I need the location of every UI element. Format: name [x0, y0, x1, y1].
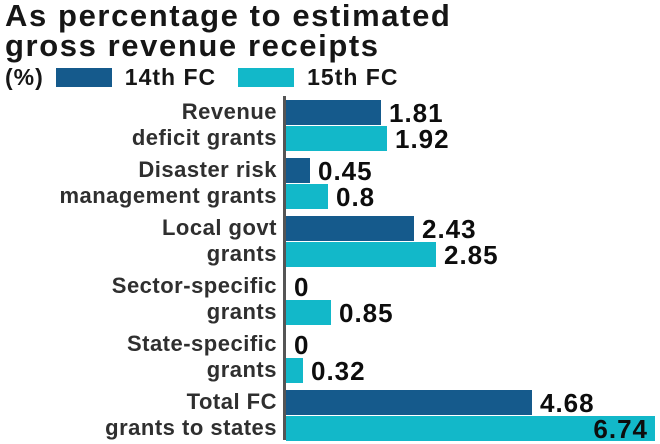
value-label: 2.85 [444, 240, 499, 270]
value-label: 4.68 [540, 388, 595, 418]
category-label: Total FC grants to states [105, 389, 277, 441]
legend-label-15th-fc: 15th FC [307, 63, 399, 90]
baseline-axis [283, 96, 286, 440]
unit-label: (%) [5, 63, 44, 90]
category-label-line: deficit grants [131, 125, 277, 150]
value-label: 6.74 [593, 414, 648, 444]
legend-swatch-14th-fc [55, 67, 112, 87]
value-label: 2.43 [422, 214, 477, 244]
category-label-line: grants [206, 241, 277, 266]
bar-15th-fc [286, 300, 331, 325]
value-label: 1.81 [389, 98, 444, 128]
value-label: 0.45 [318, 156, 373, 186]
value-label: 1.92 [395, 124, 450, 154]
category-label-line: management grants [59, 183, 277, 208]
legend-label-14th-fc: 14th FC [124, 63, 217, 90]
category-label-line: Revenue [181, 99, 277, 124]
category-label-line: State-specific [126, 331, 277, 356]
category-label: Local govt grants [162, 215, 277, 267]
category-label-line: Disaster risk [138, 157, 277, 182]
category-label-line: Total FC [186, 389, 277, 414]
category-label: Revenue deficit grants [132, 99, 277, 151]
value-label: 0.85 [339, 298, 394, 328]
chart-legend: (%) 14th FC 15th FC [5, 63, 398, 91]
category-label-line: grants to states [105, 415, 277, 440]
bar-15th-fc [286, 416, 655, 441]
bar-15th-fc [286, 184, 328, 209]
value-label: 0.8 [336, 182, 376, 212]
bar-14th-fc [286, 100, 381, 125]
bar-14th-fc [286, 216, 414, 241]
value-label: 0 [294, 330, 310, 360]
category-label-line: grants [206, 357, 277, 382]
chart-title-line-1: As percentage to estimated [5, 0, 452, 33]
chart-title-line-2: gross revenue receipts [5, 28, 380, 63]
bar-15th-fc [286, 242, 436, 267]
legend-swatch-15th-fc [238, 67, 295, 87]
category-label: Disaster risk management grants [59, 157, 277, 209]
category-label-line: grants [206, 299, 277, 324]
chart-title: As percentage to estimated gross revenue… [5, 0, 452, 63]
bar-15th-fc [286, 358, 303, 383]
value-label: 0 [294, 272, 310, 302]
bar-14th-fc [286, 158, 310, 183]
value-label: 0.32 [311, 356, 366, 386]
bar-14th-fc [286, 390, 532, 415]
category-label-line: Local govt [161, 215, 277, 240]
bar-15th-fc [286, 126, 387, 151]
category-label: Sector-specific grants [112, 273, 277, 325]
category-label: State-specific grants [127, 331, 277, 383]
category-label-line: Sector-specific [111, 273, 277, 298]
